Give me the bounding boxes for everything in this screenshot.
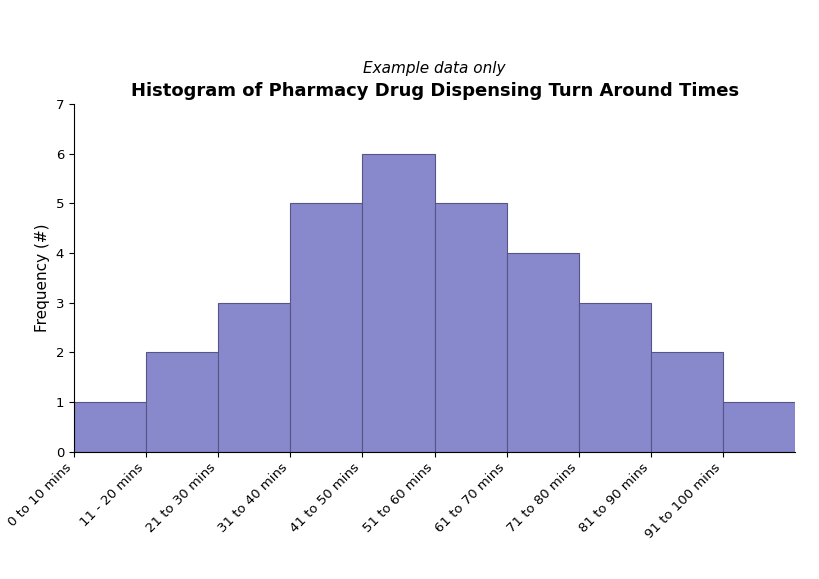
Bar — [362, 154, 434, 452]
Bar — [434, 203, 506, 452]
Text: Example data only: Example data only — [363, 61, 505, 76]
Y-axis label: Frequency (#): Frequency (#) — [35, 223, 50, 332]
Bar — [722, 402, 794, 452]
Bar — [146, 353, 218, 452]
Bar — [578, 303, 650, 452]
Bar — [74, 402, 146, 452]
Bar — [218, 303, 290, 452]
Bar — [650, 353, 722, 452]
Bar — [506, 253, 578, 452]
Title: Histogram of Pharmacy Drug Dispensing Turn Around Times: Histogram of Pharmacy Drug Dispensing Tu… — [130, 82, 738, 100]
Bar — [290, 203, 362, 452]
